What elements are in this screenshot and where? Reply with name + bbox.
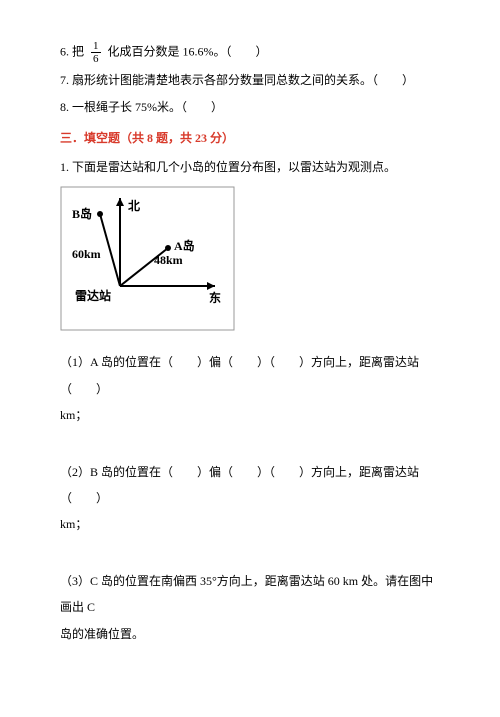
q6-frac-num: 1 xyxy=(91,40,101,53)
q6-frac-den: 6 xyxy=(91,53,101,65)
s3-q1-3b-text: 岛的准确位置。 xyxy=(60,621,445,647)
question-6: 6. 把 1 6 化成百分数是 16.6%。（ ） xyxy=(60,40,445,65)
svg-text:东: 东 xyxy=(209,290,221,305)
s3-q1-sub3: （3）C 岛的位置在南偏西 35°方向上，距离雷达站 60 km 处。请在图中画… xyxy=(60,568,445,647)
km-text-2: km； xyxy=(60,511,445,537)
radar-svg: B岛 北 A岛48km 60km 雷达站 东 xyxy=(60,186,235,331)
q6-rest: 化成百分数是 16.6%。（ ） xyxy=(108,44,268,58)
q6-prefix: 6. 把 xyxy=(60,44,84,58)
svg-text:A岛: A岛 xyxy=(174,238,195,253)
question-8: 8. 一根绳子长 75%米。（ ） xyxy=(60,96,445,119)
svg-text:B岛: B岛 xyxy=(72,206,92,221)
km-text-1: km； xyxy=(60,402,445,428)
svg-text:雷达站: 雷达站 xyxy=(75,288,111,303)
s3-q1-2-text: （2）B 岛的位置在（ ）偏（ ）（ ）方向上，距离雷达站（ ） xyxy=(60,459,445,512)
q6-fraction: 1 6 xyxy=(91,40,101,65)
s3-q1-intro: 1. 下面是雷达站和几个小岛的位置分布图，以雷达站为观测点。 xyxy=(60,156,445,179)
svg-text:北: 北 xyxy=(128,198,140,213)
s3-q1-1-text: （1）A 岛的位置在（ ）偏（ ）（ ）方向上，距离雷达站（ ） xyxy=(60,349,445,402)
question-7: 7. 扇形统计图能清楚地表示各部分数量同总数之间的关系。（ ） xyxy=(60,69,445,92)
svg-text:60km: 60km xyxy=(72,247,101,261)
s3-q1-sub2: （2）B 岛的位置在（ ）偏（ ）（ ）方向上，距离雷达站（ ） km； xyxy=(60,459,445,538)
section-3-title: 三．填空题（共 8 题，共 23 分） xyxy=(60,127,445,150)
s3-q1-3a-text: （3）C 岛的位置在南偏西 35°方向上，距离雷达站 60 km 处。请在图中画… xyxy=(60,568,445,621)
svg-text:48km: 48km xyxy=(154,253,183,267)
radar-diagram: B岛 北 A岛48km 60km 雷达站 东 xyxy=(60,186,445,331)
s3-q1-sub1: （1）A 岛的位置在（ ）偏（ ）（ ）方向上，距离雷达站（ ） km； xyxy=(60,349,445,428)
